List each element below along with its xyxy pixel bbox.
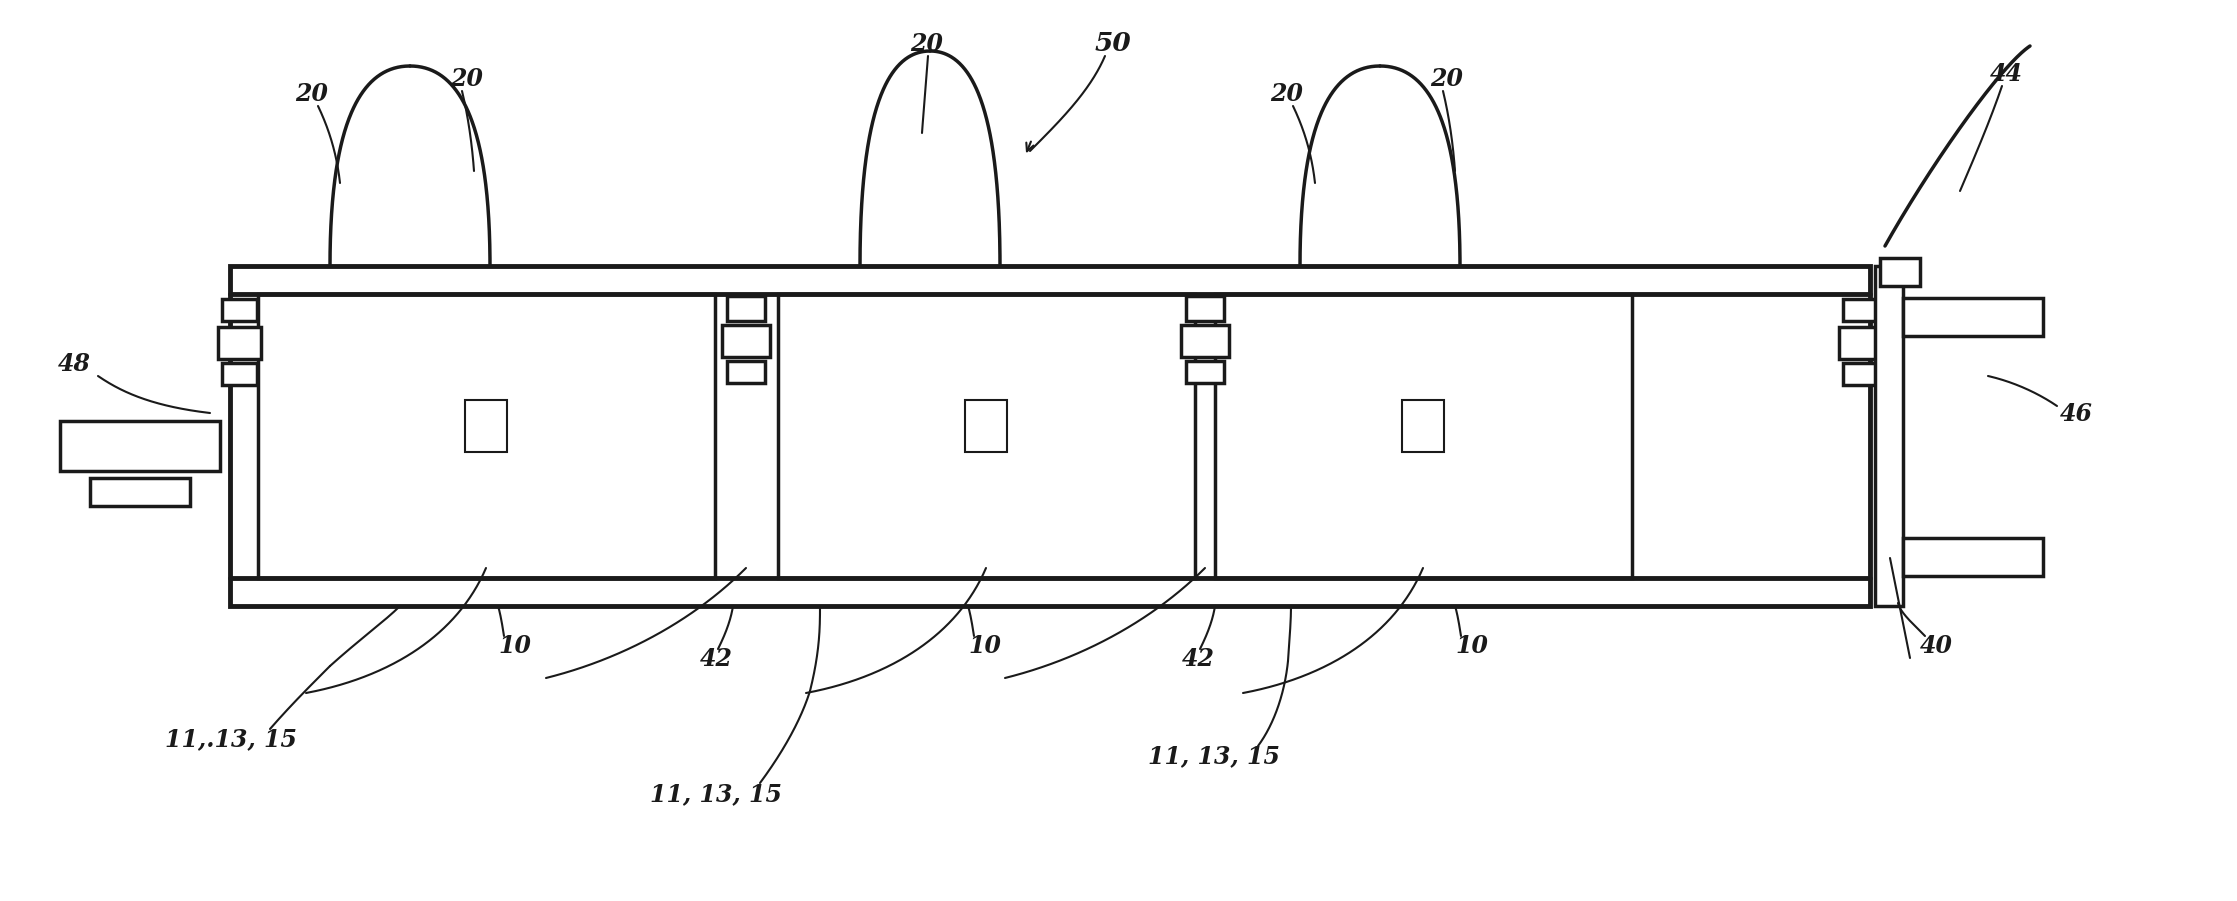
- Bar: [727, 296, 765, 321]
- Bar: [727, 361, 765, 383]
- Bar: [1904, 298, 2042, 336]
- Bar: [1843, 363, 1879, 385]
- Bar: [89, 478, 190, 506]
- Text: 10: 10: [499, 634, 530, 658]
- Text: 46: 46: [2060, 402, 2094, 426]
- Text: 20: 20: [295, 82, 329, 106]
- Bar: [465, 400, 508, 452]
- Text: 20: 20: [1429, 67, 1463, 91]
- Bar: [1843, 299, 1879, 321]
- Text: 48: 48: [58, 352, 92, 376]
- Text: 11, 13, 15: 11, 13, 15: [651, 782, 783, 806]
- Bar: [1181, 325, 1228, 357]
- Text: 10: 10: [969, 634, 1000, 658]
- Bar: [1186, 296, 1224, 321]
- Bar: [221, 299, 257, 321]
- Text: 50: 50: [1094, 31, 1132, 56]
- Bar: [1875, 266, 1904, 606]
- Text: 11, 13, 15: 11, 13, 15: [1148, 744, 1280, 768]
- Text: 44: 44: [1991, 62, 2022, 86]
- Bar: [1186, 361, 1224, 383]
- Text: 11,.13, 15: 11,.13, 15: [166, 727, 298, 751]
- Text: 20: 20: [1271, 82, 1302, 106]
- Text: 20: 20: [450, 67, 483, 91]
- Bar: [221, 363, 257, 385]
- Bar: [257, 294, 716, 578]
- Bar: [778, 294, 1195, 578]
- Bar: [1839, 327, 1881, 359]
- Bar: [60, 421, 219, 471]
- Bar: [1215, 294, 1633, 578]
- Text: 20: 20: [910, 32, 944, 56]
- Bar: [1403, 400, 1445, 452]
- Bar: [217, 327, 262, 359]
- Bar: [723, 325, 770, 357]
- Bar: [1904, 538, 2042, 576]
- Bar: [964, 400, 1007, 452]
- Text: 42: 42: [1181, 647, 1215, 671]
- Bar: [230, 266, 1870, 606]
- Text: 40: 40: [1919, 634, 1953, 658]
- Text: 42: 42: [700, 647, 734, 671]
- Bar: [1879, 258, 1919, 286]
- Text: 10: 10: [1454, 634, 1488, 658]
